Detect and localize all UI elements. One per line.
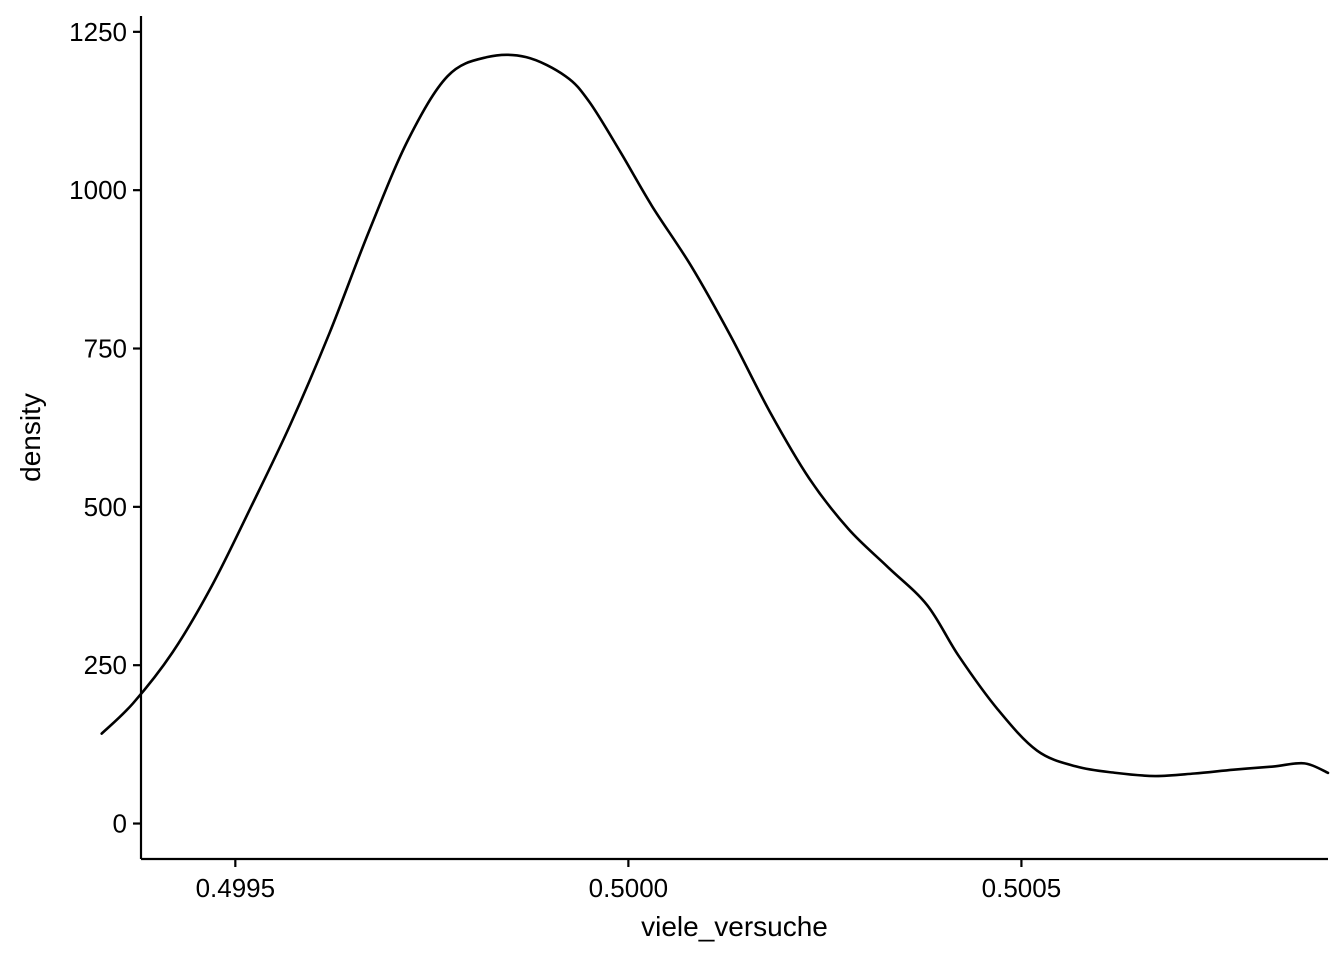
y-tick-label: 750: [84, 334, 127, 364]
y-tick-label: 1000: [69, 175, 127, 205]
density-curve: [100, 53, 1330, 778]
y-tick-label: 250: [84, 650, 127, 680]
y-tick-label: 0: [113, 809, 127, 839]
y-tick-label: 1250: [69, 17, 127, 47]
x-axis-ticks: 0.4995 0.5000 0.5005: [196, 859, 1062, 903]
y-tick-label: 500: [84, 492, 127, 522]
x-tick-label: 0.5005: [982, 873, 1062, 903]
x-tick-label: 0.4995: [196, 873, 276, 903]
x-tick-label: 0.5000: [589, 873, 669, 903]
y-axis-title: density: [15, 393, 46, 482]
x-axis-title: viele_versuche: [641, 911, 828, 942]
y-axis-ticks: 0 250 500 750 1000 1250: [69, 17, 141, 839]
